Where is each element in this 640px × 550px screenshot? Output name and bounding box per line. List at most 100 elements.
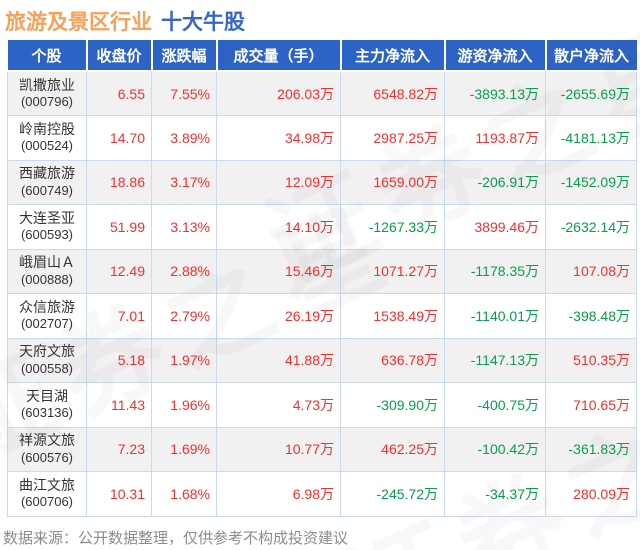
cell-volume: 14.10万: [216, 204, 341, 250]
cell-close: 7.23: [86, 426, 152, 472]
cell-hot_money_inflow: -206.91万: [444, 159, 546, 205]
cell-hot_money_inflow: -34.37万: [444, 471, 546, 517]
cell-close: 12.49: [86, 248, 152, 294]
stock-code: (000558): [20, 360, 74, 376]
cell-stock: 岭南控股 (000524): [7, 115, 87, 161]
column-header-retail_inflow: 散户净流入: [545, 40, 637, 72]
cell-stock: 西藏旅游 (600749): [7, 159, 87, 205]
cell-stock: 天府文旅 (000558): [7, 337, 87, 383]
cell-main_inflow: 462.25万: [340, 426, 445, 472]
stock-name: 西藏旅游: [19, 165, 75, 182]
cell-close: 6.55: [86, 70, 152, 116]
cell-retail_inflow: -361.83万: [545, 426, 637, 472]
stock-code: (000524): [20, 138, 74, 154]
cell-volume: 12.09万: [216, 159, 341, 205]
cell-close: 7.01: [86, 293, 152, 339]
cell-close: 18.86: [86, 159, 152, 205]
column-header-stock: 个股: [7, 40, 88, 72]
cell-volume: 10.77万: [216, 426, 341, 472]
stock-code: (000796): [20, 94, 74, 110]
cell-stock: 祥源文旅 (600576): [7, 426, 87, 472]
table-row: 西藏旅游 (600749) 18.86 3.17% 12.09万 1659.00万 -206…: [7, 159, 637, 205]
cell-close: 14.70: [86, 115, 152, 161]
stock-name: 祥源文旅: [19, 432, 75, 449]
cell-main_inflow: -309.90万: [340, 382, 445, 428]
cell-main_inflow: 6548.82万: [340, 70, 445, 116]
table-row: 凯撒旅业 (000796) 6.55 7.55% 206.03万 6548.82万 -389…: [7, 70, 637, 116]
cell-change: 1.96%: [151, 382, 217, 428]
table-row: 天目湖 (603136) 11.43 1.96% 4.73万 -309.90万 -400.7…: [7, 382, 637, 428]
data-source-note: 数据来源：公开数据整理，仅供参考不构成投资建议: [3, 530, 349, 547]
column-header-hot_money_inflow: 游资净流入: [444, 40, 547, 72]
stock-name: 曲江文旅: [19, 476, 75, 493]
cell-retail_inflow: -2655.69万: [545, 70, 637, 116]
cell-retail_inflow: 107.08万: [545, 248, 637, 294]
cell-hot_money_inflow: 1193.87万: [444, 115, 546, 161]
cell-main_inflow: 1538.49万: [340, 293, 445, 339]
stock-name: 天府文旅: [19, 343, 75, 360]
stock-code: (600749): [20, 182, 74, 198]
cell-hot_money_inflow: 3899.46万: [444, 204, 546, 250]
stock-code: (600706): [20, 494, 74, 510]
stock-name: 大连圣亚: [19, 209, 75, 226]
stock-code: (000888): [20, 271, 74, 287]
stock-name: 岭南控股: [19, 120, 75, 137]
cell-change: 3.17%: [151, 159, 217, 205]
cell-hot_money_inflow: -3893.13万: [444, 70, 546, 116]
stock-name: 众信旅游: [19, 298, 75, 315]
cell-hot_money_inflow: -400.75万: [444, 382, 546, 428]
column-header-main_inflow: 主力净流入: [340, 40, 446, 72]
cell-volume: 4.73万: [216, 382, 341, 428]
stock-code: (002707): [20, 316, 74, 332]
cell-retail_inflow: -2632.14万: [545, 204, 637, 250]
table-row: 大连圣亚 (600593) 51.99 3.13% 14.10万 -1267.33万 389…: [7, 204, 637, 250]
page-title: 旅游及景区行业 十大牛股: [5, 6, 245, 36]
stock-name: 峨眉山Ａ: [19, 254, 75, 271]
table-row: 曲江文旅 (600706) 10.31 1.68% 6.98万 -245.72万 -34.3…: [7, 471, 637, 517]
table-row: 祥源文旅 (600576) 7.23 1.69% 10.77万 462.25万 -100.4…: [7, 426, 637, 472]
cell-main_inflow: 636.78万: [340, 337, 445, 383]
title-suffix-segment: 十大牛股: [161, 11, 245, 34]
cell-volume: 6.98万: [216, 471, 341, 517]
cell-volume: 41.88万: [216, 337, 341, 383]
cell-retail_inflow: -398.48万: [545, 293, 637, 339]
top-stocks-table: 个股 收盘价 涨跌幅 成交量（手） 主力净流入 游资净流入 散户净流入 凯撒旅业 (00079…: [7, 40, 637, 517]
stock-code: (600576): [20, 449, 74, 465]
cell-retail_inflow: -1452.09万: [545, 159, 637, 205]
cell-main_inflow: 2987.25万: [340, 115, 445, 161]
table-header-row: 个股 收盘价 涨跌幅 成交量（手） 主力净流入 游资净流入 散户净流入: [7, 40, 637, 72]
stock-name: 天目湖: [26, 387, 68, 404]
cell-change: 3.13%: [151, 204, 217, 250]
cell-stock: 众信旅游 (002707): [7, 293, 87, 339]
column-header-close: 收盘价: [86, 40, 153, 72]
cell-retail_inflow: 280.09万: [545, 471, 637, 517]
column-header-volume: 成交量（手）: [216, 40, 342, 72]
cell-volume: 15.46万: [216, 248, 341, 294]
cell-close: 5.18: [86, 337, 152, 383]
cell-volume: 34.98万: [216, 115, 341, 161]
title-industry-segment: 旅游及景区行业: [5, 11, 152, 34]
cell-stock: 天目湖 (603136): [7, 382, 87, 428]
table-row: 峨眉山Ａ (000888) 12.49 2.88% 15.46万 1071.27万 -117…: [7, 248, 637, 294]
cell-retail_inflow: 510.35万: [545, 337, 637, 383]
cell-close: 11.43: [86, 382, 152, 428]
cell-main_inflow: -245.72万: [340, 471, 445, 517]
cell-retail_inflow: -4181.13万: [545, 115, 637, 161]
cell-hot_money_inflow: -1147.13万: [444, 337, 546, 383]
cell-close: 51.99: [86, 204, 152, 250]
cell-main_inflow: 1659.00万: [340, 159, 445, 205]
cell-volume: 206.03万: [216, 70, 341, 116]
cell-stock: 凯撒旅业 (000796): [7, 70, 87, 116]
cell-change: 1.69%: [151, 426, 217, 472]
cell-change: 2.88%: [151, 248, 217, 294]
cell-hot_money_inflow: -1178.35万: [444, 248, 546, 294]
cell-retail_inflow: 710.65万: [545, 382, 637, 428]
table-row: 岭南控股 (000524) 14.70 3.89% 34.98万 2987.25万 1193…: [7, 115, 637, 161]
stock-code: (600593): [20, 227, 74, 243]
column-header-change: 涨跌幅: [151, 40, 218, 72]
cell-hot_money_inflow: -1140.01万: [444, 293, 546, 339]
cell-main_inflow: 1071.27万: [340, 248, 445, 294]
cell-stock: 曲江文旅 (600706): [7, 471, 87, 517]
cell-close: 10.31: [86, 471, 152, 517]
table-row: 天府文旅 (000558) 5.18 1.97% 41.88万 636.78万 -1147.…: [7, 337, 637, 383]
